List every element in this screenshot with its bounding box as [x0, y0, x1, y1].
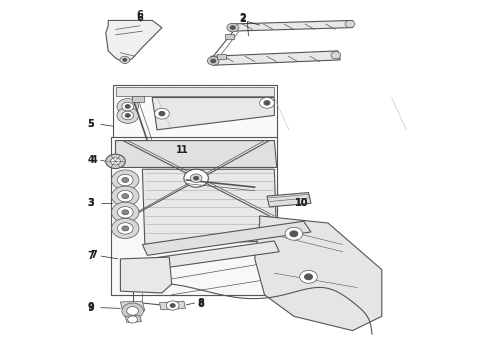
Circle shape — [166, 301, 179, 310]
Text: 6: 6 — [137, 10, 143, 20]
Text: 9: 9 — [88, 303, 95, 313]
Text: 7: 7 — [90, 250, 97, 260]
Polygon shape — [111, 137, 277, 295]
Circle shape — [170, 304, 175, 307]
Polygon shape — [116, 140, 277, 167]
Circle shape — [122, 111, 134, 120]
Text: 3: 3 — [88, 198, 95, 208]
Circle shape — [184, 169, 208, 187]
Circle shape — [264, 101, 270, 105]
Text: 10: 10 — [294, 198, 308, 208]
Polygon shape — [125, 316, 142, 322]
Polygon shape — [121, 257, 172, 293]
Bar — [225, 34, 234, 39]
Circle shape — [230, 26, 235, 30]
Polygon shape — [143, 221, 311, 255]
Polygon shape — [116, 87, 274, 96]
Text: 7: 7 — [88, 251, 95, 261]
Circle shape — [120, 56, 130, 63]
Text: 3: 3 — [88, 198, 95, 208]
Text: 1: 1 — [180, 144, 187, 154]
Circle shape — [112, 202, 139, 222]
Circle shape — [117, 99, 139, 114]
Circle shape — [300, 270, 318, 283]
Text: 2: 2 — [239, 13, 246, 23]
Polygon shape — [230, 21, 352, 31]
Bar — [132, 96, 144, 102]
Circle shape — [111, 158, 121, 165]
Text: 8: 8 — [197, 299, 204, 309]
Circle shape — [159, 112, 165, 116]
Polygon shape — [143, 169, 277, 244]
Circle shape — [122, 226, 129, 231]
Text: 9: 9 — [88, 302, 95, 312]
Circle shape — [155, 108, 169, 119]
Circle shape — [207, 57, 219, 65]
Circle shape — [122, 210, 129, 215]
Text: 5: 5 — [88, 120, 95, 129]
Circle shape — [123, 58, 127, 61]
Polygon shape — [159, 301, 185, 310]
Circle shape — [125, 114, 130, 117]
Circle shape — [122, 194, 129, 199]
Text: 1: 1 — [175, 144, 182, 154]
Circle shape — [112, 170, 139, 190]
Bar — [217, 54, 226, 59]
Text: 4: 4 — [88, 155, 95, 165]
Circle shape — [118, 223, 133, 234]
Text: 5: 5 — [88, 120, 95, 129]
Text: 8: 8 — [197, 298, 204, 308]
Text: 2: 2 — [239, 14, 246, 24]
Circle shape — [305, 274, 313, 280]
Circle shape — [122, 303, 144, 319]
Polygon shape — [121, 301, 145, 312]
Polygon shape — [147, 241, 279, 270]
Circle shape — [122, 177, 129, 183]
Text: 10: 10 — [294, 198, 308, 208]
Circle shape — [331, 51, 341, 59]
Circle shape — [106, 154, 125, 168]
Circle shape — [128, 316, 138, 323]
Circle shape — [227, 23, 239, 32]
Polygon shape — [106, 21, 162, 63]
Circle shape — [118, 190, 133, 202]
Circle shape — [211, 59, 216, 63]
Text: 4: 4 — [90, 155, 97, 165]
Polygon shape — [267, 193, 311, 207]
Circle shape — [190, 174, 202, 183]
Polygon shape — [255, 216, 382, 330]
Circle shape — [127, 307, 139, 315]
Circle shape — [117, 108, 139, 123]
Circle shape — [112, 186, 139, 206]
Circle shape — [118, 174, 133, 186]
Circle shape — [112, 219, 139, 238]
Circle shape — [122, 102, 134, 111]
Text: 6: 6 — [137, 13, 143, 23]
Circle shape — [125, 105, 130, 108]
Circle shape — [285, 227, 303, 240]
Polygon shape — [152, 98, 274, 130]
Circle shape — [194, 176, 198, 180]
Polygon shape — [113, 85, 277, 295]
Circle shape — [118, 207, 133, 218]
Polygon shape — [211, 51, 340, 65]
Circle shape — [260, 98, 274, 108]
Circle shape — [345, 21, 355, 28]
Circle shape — [290, 231, 298, 237]
